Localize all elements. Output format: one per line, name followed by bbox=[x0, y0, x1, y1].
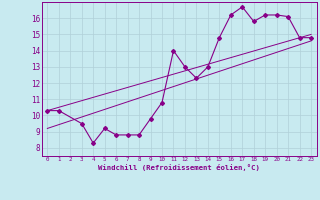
X-axis label: Windchill (Refroidissement éolien,°C): Windchill (Refroidissement éolien,°C) bbox=[98, 164, 260, 171]
